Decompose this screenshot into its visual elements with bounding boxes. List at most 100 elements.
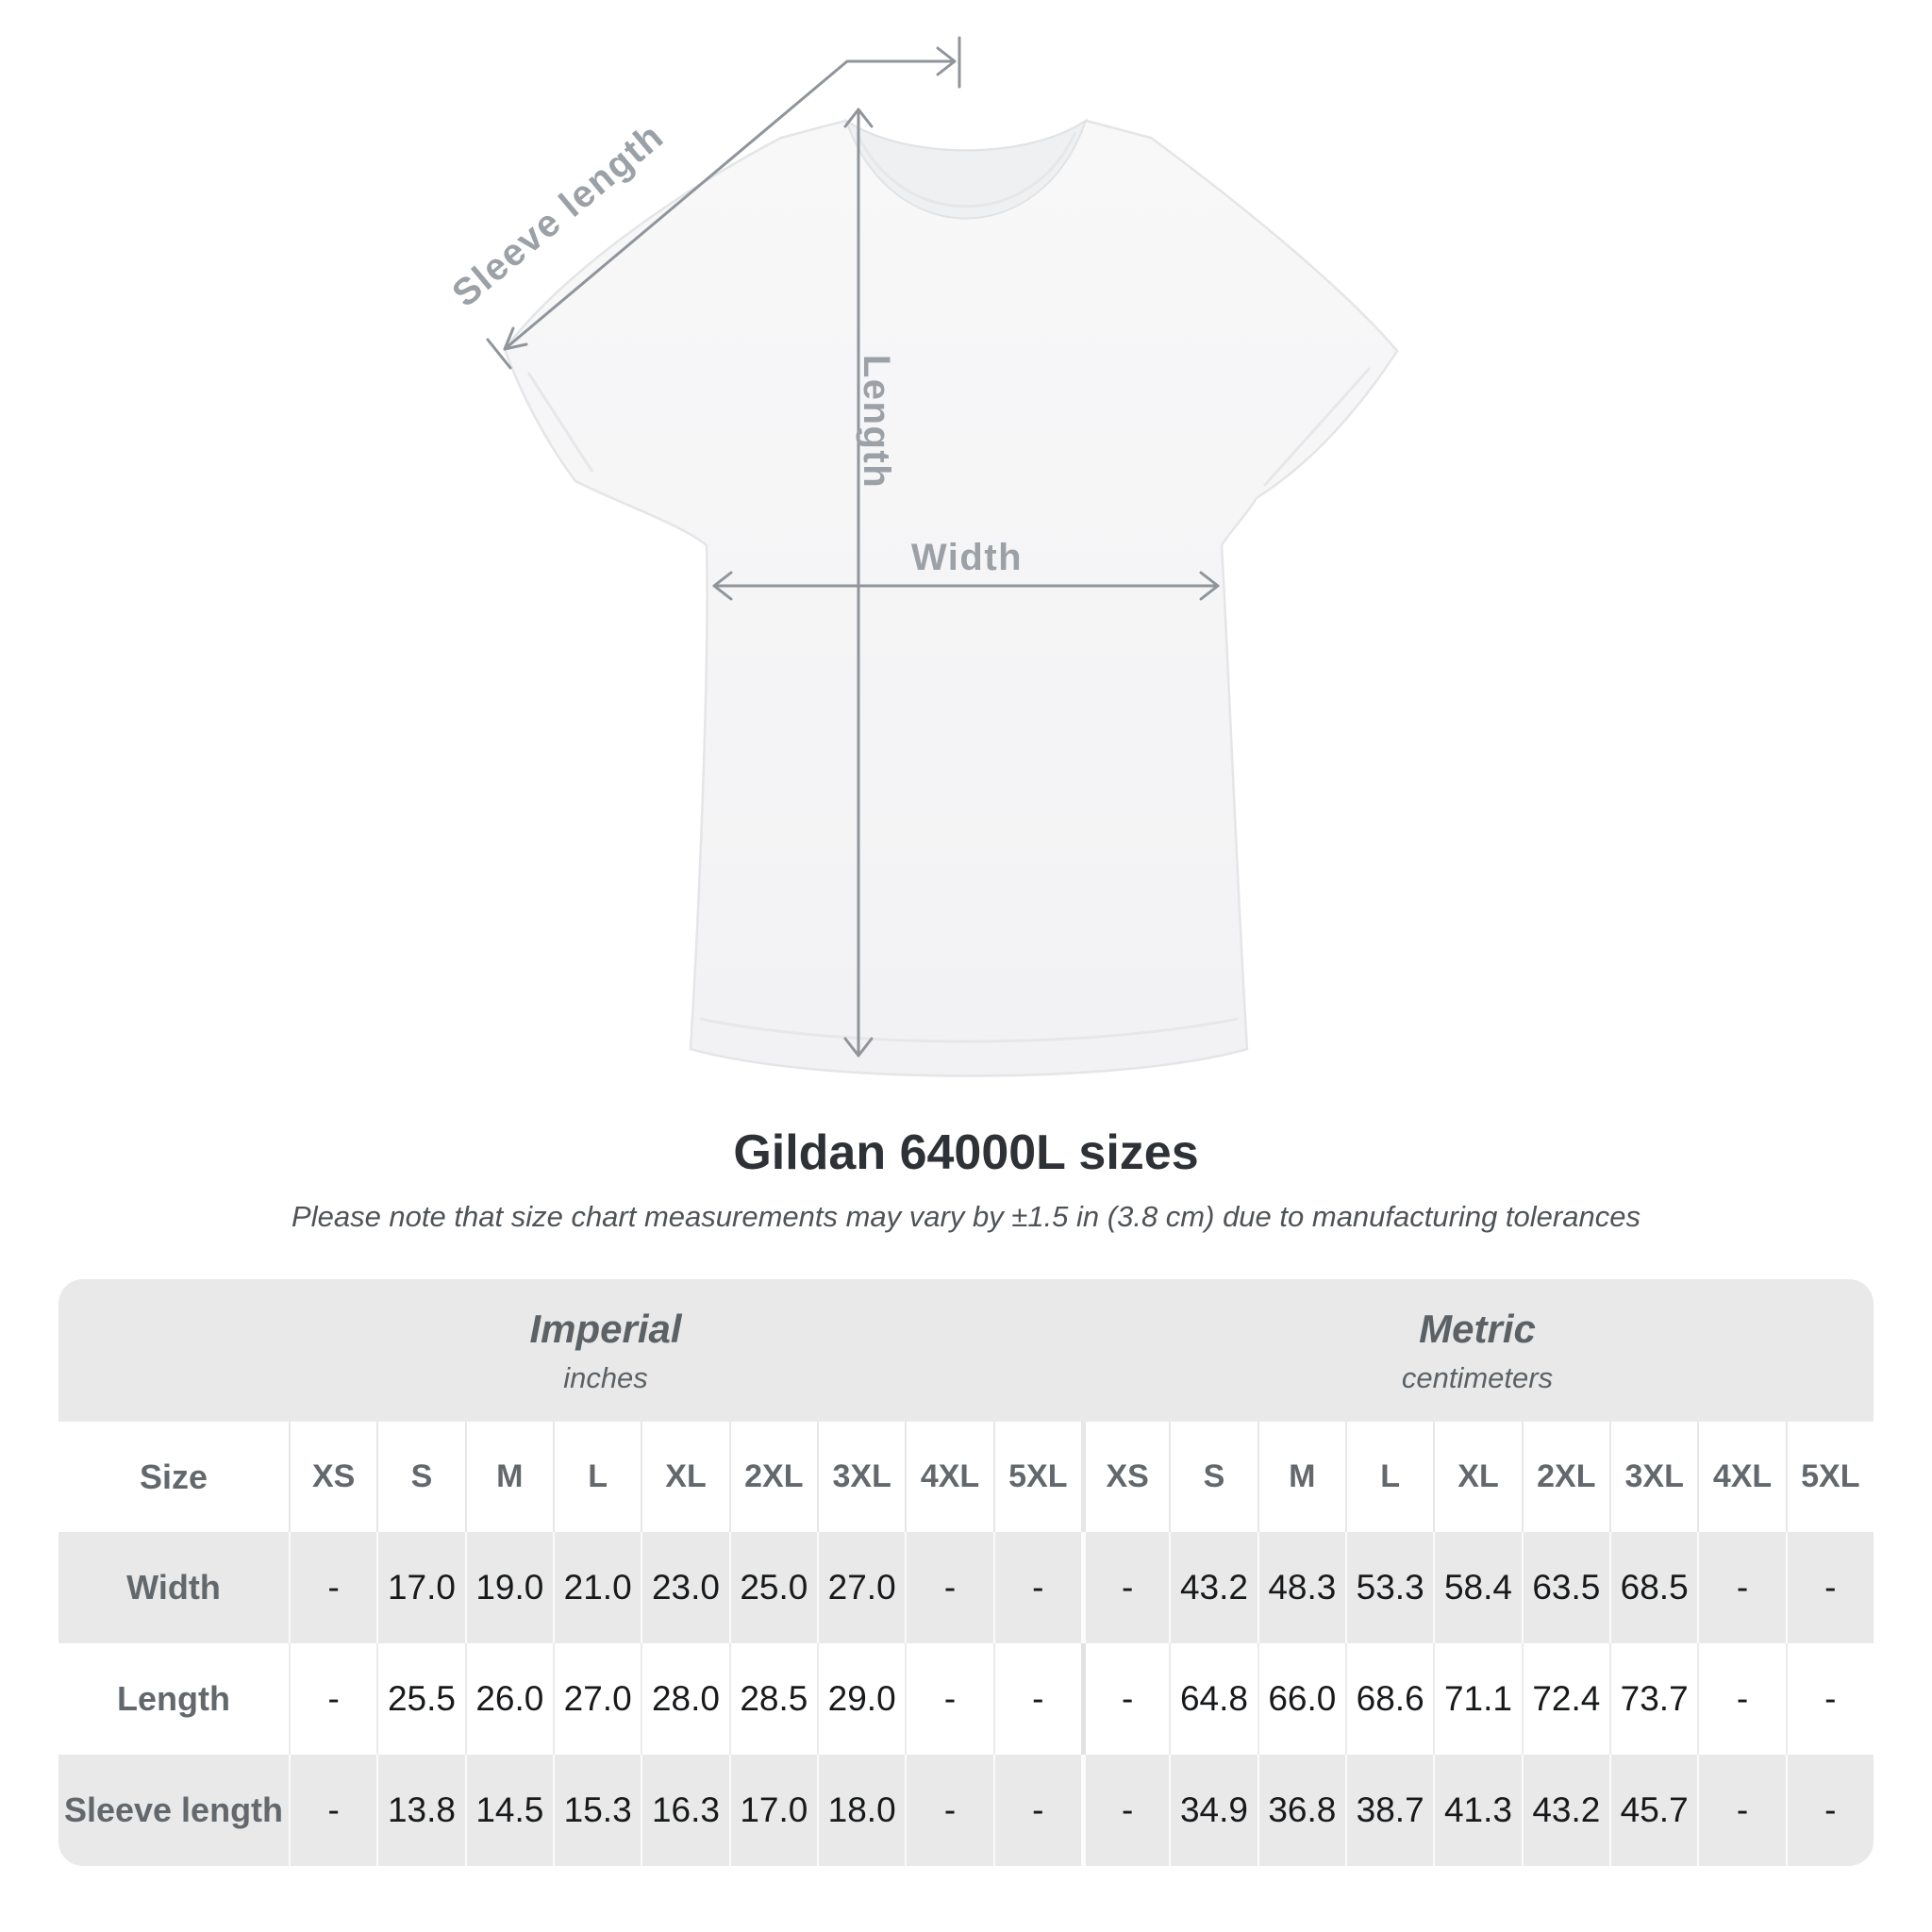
row-label: Sleeve length bbox=[63, 1790, 284, 1829]
cell-value: 15.3 bbox=[553, 1755, 641, 1866]
title-block: Gildan 64000L sizes Please note that siz… bbox=[0, 1124, 1932, 1234]
cell-value: - bbox=[1081, 1532, 1169, 1643]
cell-value: - bbox=[1697, 1532, 1785, 1643]
cell-value: 17.0 bbox=[376, 1532, 464, 1643]
cell-value: 34.9 bbox=[1169, 1755, 1257, 1866]
cell-value: - bbox=[1081, 1643, 1169, 1755]
collar bbox=[844, 118, 1088, 220]
cell-value: - bbox=[289, 1532, 376, 1643]
cell-value: 41.3 bbox=[1433, 1755, 1521, 1866]
size-col-header: 4XL bbox=[1697, 1422, 1785, 1532]
cell-value: 14.5 bbox=[464, 1755, 553, 1866]
cell-value: 38.7 bbox=[1345, 1755, 1433, 1866]
tshirt-measurement-diagram: Sleeve length Length Width bbox=[444, 36, 1399, 1077]
tshirt-body bbox=[503, 119, 1399, 1077]
imperial-group-header: Imperial inches bbox=[94, 1279, 1117, 1422]
cell-value: 19.0 bbox=[464, 1532, 553, 1643]
size-col-header: M bbox=[1257, 1422, 1345, 1532]
cell-value: 28.5 bbox=[728, 1643, 817, 1755]
cell-value: 28.0 bbox=[641, 1643, 728, 1755]
cell-value: 48.3 bbox=[1257, 1532, 1345, 1643]
cell-value: - bbox=[1697, 1755, 1785, 1866]
size-col-header: 2XL bbox=[728, 1422, 817, 1532]
tshirt-illustration bbox=[503, 118, 1399, 1077]
cell-value: 16.3 bbox=[641, 1755, 728, 1866]
cell-value: - bbox=[905, 1643, 992, 1755]
size-col-header: 3XL bbox=[1609, 1422, 1697, 1532]
cell-value: 21.0 bbox=[553, 1532, 641, 1643]
size-col-header: 3XL bbox=[817, 1422, 905, 1532]
size-col-header: XS bbox=[289, 1422, 376, 1532]
size-header: Size bbox=[139, 1457, 208, 1496]
cell-value: 18.0 bbox=[817, 1755, 905, 1866]
size-col-header: 4XL bbox=[905, 1422, 992, 1532]
cell-value: - bbox=[1081, 1755, 1169, 1866]
tolerance-note: Please note that size chart measurements… bbox=[291, 1200, 1641, 1233]
imperial-label: Imperial bbox=[529, 1306, 682, 1351]
cell-value: - bbox=[289, 1755, 376, 1866]
page-title: Gildan 64000L sizes bbox=[733, 1125, 1199, 1180]
width-label: Width bbox=[911, 537, 1023, 578]
table-row-sleeve-length: Sleeve length - 13.8 14.5 15.3 16.3 17.0… bbox=[58, 1755, 1874, 1866]
size-col-header: 2XL bbox=[1521, 1422, 1609, 1532]
cell-value: 73.7 bbox=[1609, 1643, 1697, 1755]
length-label: Length bbox=[856, 355, 897, 489]
cell-value: - bbox=[992, 1643, 1081, 1755]
row-label: Length bbox=[117, 1679, 230, 1718]
size-col-header: S bbox=[376, 1422, 464, 1532]
cell-value: 43.2 bbox=[1169, 1532, 1257, 1643]
cell-value: - bbox=[289, 1643, 376, 1755]
size-header-row: Size XS S M L XL 2XL 3XL 4XL 5XL XS S M … bbox=[58, 1422, 1874, 1532]
cell-value: 17.0 bbox=[728, 1755, 817, 1866]
sleeve-length-arrow bbox=[486, 36, 961, 370]
cell-value: 26.0 bbox=[464, 1643, 553, 1755]
metric-label: Metric bbox=[1419, 1306, 1536, 1351]
cell-value: 13.8 bbox=[376, 1755, 464, 1866]
size-col-header: XL bbox=[1433, 1422, 1521, 1532]
size-col-header: L bbox=[553, 1422, 641, 1532]
length-arrow bbox=[843, 108, 874, 1058]
cell-value: 43.2 bbox=[1521, 1755, 1609, 1866]
metric-unit: centimeters bbox=[1401, 1360, 1554, 1394]
left-sleeve-seam bbox=[526, 372, 594, 473]
cell-value: 25.0 bbox=[728, 1532, 817, 1643]
cell-value: 68.5 bbox=[1609, 1532, 1697, 1643]
table-row-length: Length - 25.5 26.0 27.0 28.0 28.5 29.0 -… bbox=[58, 1643, 1874, 1755]
cell-value: - bbox=[1785, 1755, 1874, 1866]
size-col-header: XS bbox=[1081, 1422, 1169, 1532]
size-col-header: 5XL bbox=[992, 1422, 1081, 1532]
cell-value: 63.5 bbox=[1521, 1532, 1609, 1643]
row-label: Width bbox=[126, 1568, 221, 1607]
collar-rib-seam bbox=[855, 131, 1077, 208]
cell-value: 23.0 bbox=[641, 1532, 728, 1643]
cell-value: 64.8 bbox=[1169, 1643, 1257, 1755]
cell-value: 58.4 bbox=[1433, 1532, 1521, 1643]
cell-value: 53.3 bbox=[1345, 1532, 1433, 1643]
cell-value: - bbox=[1697, 1643, 1785, 1755]
hem-seam bbox=[699, 1017, 1239, 1043]
cell-value: 66.0 bbox=[1257, 1643, 1345, 1755]
right-sleeve-seam bbox=[1262, 366, 1372, 488]
cell-value: 45.7 bbox=[1609, 1755, 1697, 1866]
cell-value: 27.0 bbox=[817, 1532, 905, 1643]
width-arrow bbox=[712, 571, 1220, 601]
table-row-width: Width - 17.0 19.0 21.0 23.0 25.0 27.0 - … bbox=[58, 1532, 1874, 1643]
size-col-header: S bbox=[1169, 1422, 1257, 1532]
cell-value: 36.8 bbox=[1257, 1755, 1345, 1866]
cell-value: 29.0 bbox=[817, 1643, 905, 1755]
cell-value: - bbox=[905, 1755, 992, 1866]
cell-value: - bbox=[992, 1755, 1081, 1866]
cell-value: 71.1 bbox=[1433, 1643, 1521, 1755]
size-col-header: 5XL bbox=[1785, 1422, 1874, 1532]
size-chart-table: Imperial inches Metric centimeters Size … bbox=[58, 1279, 1874, 1866]
cell-value: 72.4 bbox=[1521, 1643, 1609, 1755]
cell-value: - bbox=[1785, 1643, 1874, 1755]
size-col-header: XL bbox=[641, 1422, 728, 1532]
unit-group-header: Imperial inches Metric centimeters bbox=[58, 1279, 1874, 1422]
cell-value: 25.5 bbox=[376, 1643, 464, 1755]
size-col-header: L bbox=[1345, 1422, 1433, 1532]
cell-value: 27.0 bbox=[553, 1643, 641, 1755]
cell-value: - bbox=[905, 1532, 992, 1643]
cell-value: - bbox=[992, 1532, 1081, 1643]
imperial-unit: inches bbox=[563, 1360, 648, 1394]
